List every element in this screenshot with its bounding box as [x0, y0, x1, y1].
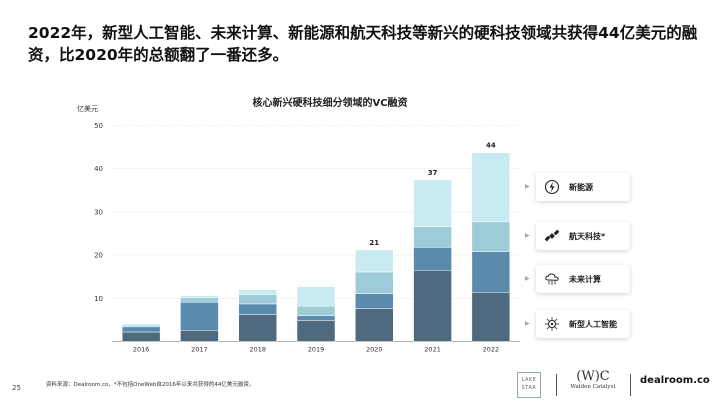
legend-item: 新能源 — [536, 173, 630, 201]
walden-name: Walden Catalyst — [570, 384, 616, 390]
legend-pointer-icon: ▶ — [525, 183, 530, 190]
bar-segment — [471, 152, 511, 223]
total-label: 21 — [369, 239, 379, 247]
y-tick-label: 40 — [94, 165, 103, 173]
lake-star-logo-line: STAR — [521, 385, 537, 391]
bar-segment — [180, 295, 219, 298]
source-note: 资料来源：Dealroom.co，*不包括OneWeb自2016年以来共获得的4… — [46, 382, 255, 388]
bar-segment — [355, 249, 394, 273]
bar-segment — [121, 324, 161, 328]
x-tick-label: 2022 — [483, 346, 500, 354]
bar-segment — [296, 315, 336, 321]
bar-segment — [121, 323, 161, 326]
logo-divider — [630, 374, 631, 396]
lake-star-logo: LAKE STAR — [517, 372, 541, 398]
page-number: 25 — [12, 384, 21, 392]
bar-segment — [413, 269, 452, 342]
legend-label: 未来计算 — [569, 274, 601, 284]
bar-segment — [180, 301, 219, 331]
x-tick-label: 2017 — [191, 346, 208, 354]
bar-segment — [121, 326, 161, 333]
y-axis-label: 亿美元 — [77, 104, 98, 113]
bar-segment — [471, 251, 511, 293]
legend-item: 航天科技* — [536, 222, 630, 250]
legend-pointer-icon: ▶ — [525, 320, 530, 327]
bar-segment — [355, 308, 394, 342]
bar-segment — [238, 289, 277, 295]
x-tick-label: 2021 — [424, 346, 441, 354]
headline: 2022年，新型人工智能、未来计算、新能源和航天科技等新兴的硬科技领域共获得44… — [28, 24, 698, 64]
legend-label: 新型人工智能 — [569, 319, 617, 329]
y-tick-label: 50 — [94, 122, 103, 130]
satellite-icon — [543, 227, 561, 245]
legend-label: 新能源 — [569, 182, 593, 192]
legend-item: 未来计算 — [536, 265, 630, 293]
lightning-icon — [543, 178, 561, 196]
y-tick-label: 20 — [94, 252, 103, 260]
bar-segment — [413, 226, 452, 248]
bar-segment — [238, 303, 277, 315]
bar-segment — [413, 179, 452, 227]
walden-catalyst-logo: (W)C Walden Catalyst — [568, 369, 618, 391]
bar-segment — [413, 247, 452, 271]
bar-segment — [471, 292, 511, 342]
x-tick-label: 2018 — [249, 346, 266, 354]
bar-segment — [296, 320, 336, 342]
legend-label: 航天科技* — [569, 231, 606, 241]
bar-segment — [296, 305, 336, 316]
bar-segment — [238, 314, 277, 342]
x-tick-label: 2019 — [308, 346, 325, 354]
y-tick-label: 30 — [94, 208, 103, 216]
y-tick-label: 10 — [94, 295, 103, 303]
bar-segment — [180, 330, 219, 342]
walden-mark: (W)C — [576, 369, 610, 384]
cloud-computing-icon — [543, 270, 561, 288]
x-tick-label: 2016 — [133, 346, 150, 354]
bar-segment — [238, 294, 277, 305]
lake-star-logo-line: LAKE — [521, 377, 537, 383]
ai-chip-icon — [543, 315, 561, 333]
bar-segment — [180, 297, 219, 303]
x-tick-label: 2020 — [366, 346, 383, 354]
legend-pointer-icon: ▶ — [525, 232, 530, 239]
total-label: 37 — [428, 169, 438, 177]
bar-segment — [296, 286, 336, 307]
bar-segment — [355, 293, 394, 309]
bar-segment — [121, 331, 161, 342]
bar-segment — [471, 221, 511, 252]
legend-item: 新型人工智能 — [536, 310, 630, 338]
dealroom-logo: dealroom.co — [640, 375, 710, 386]
bar-segment — [355, 271, 394, 294]
logo-divider — [556, 374, 557, 396]
total-label: 44 — [486, 142, 496, 150]
chart-title: 核心新兴硬科技细分领域的VC融资 — [252, 98, 408, 109]
legend-pointer-icon: ▶ — [525, 275, 530, 282]
